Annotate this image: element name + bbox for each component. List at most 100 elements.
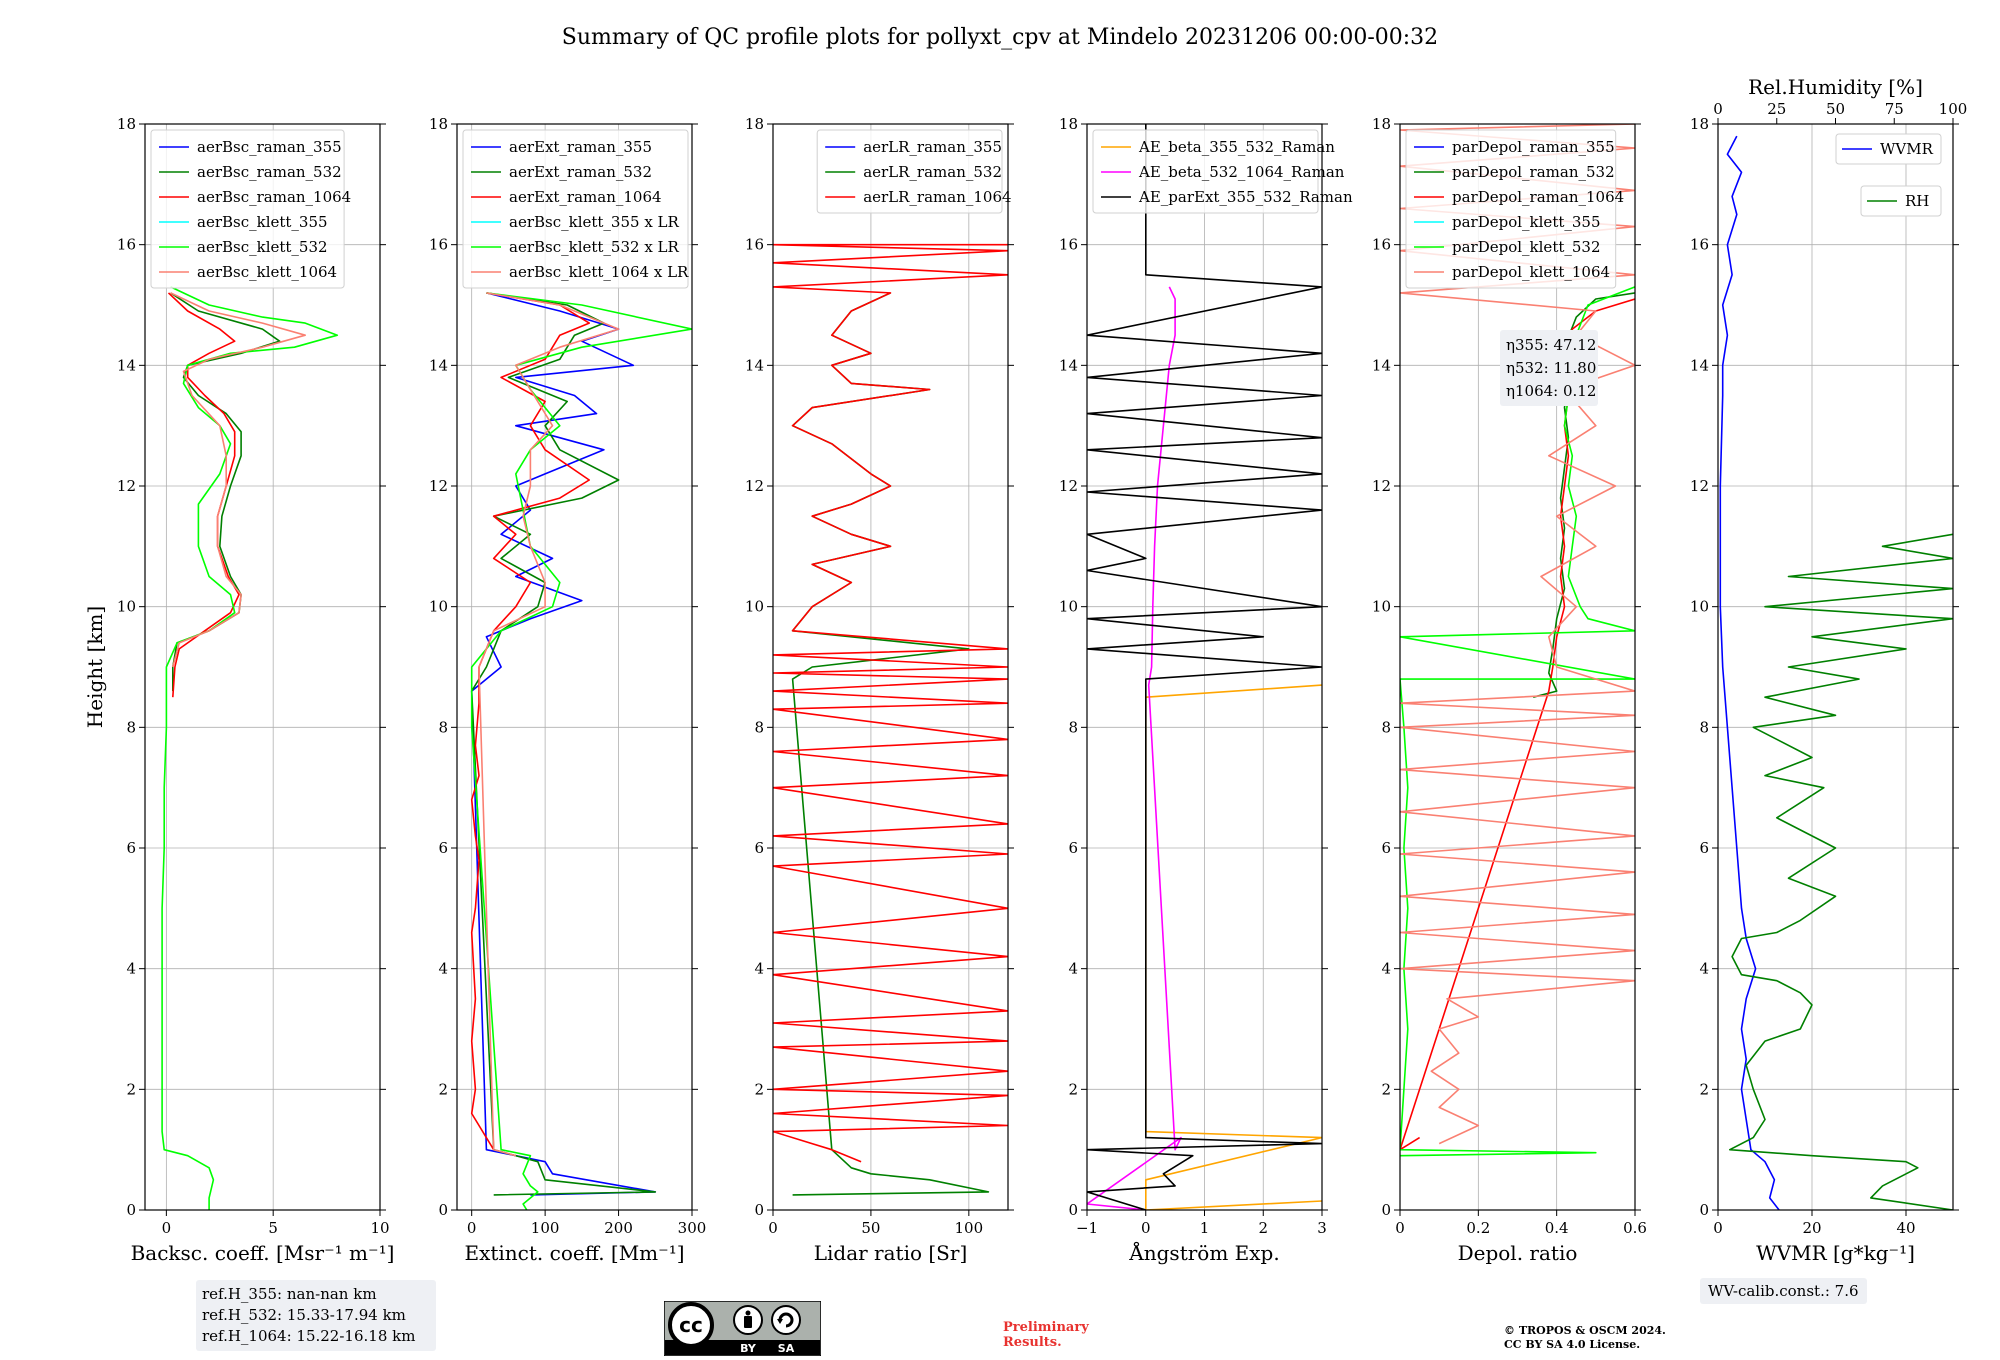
depol-annotation: η355: 47.12 η532: 11.80 η1064: 0.12 — [1500, 330, 1598, 406]
lr-ytick-label: 8 — [754, 718, 764, 736]
series-aerBsc_klett_1064 x LR — [478, 292, 620, 1157]
ext-xtick-label: 200 — [604, 1219, 633, 1237]
wv-x2tick-label: 100 — [1939, 100, 1968, 118]
depol-ytick-label: 2 — [1381, 1080, 1391, 1098]
refh-355: ref.H_355: nan-nan km — [202, 1285, 377, 1303]
series-aerExt_raman_1064 — [470, 292, 590, 1151]
depol-annotation-line: η1064: 0.12 — [1506, 382, 1596, 400]
depol-ytick-label: 4 — [1381, 960, 1391, 978]
ext-xtick-label: 0 — [467, 1219, 477, 1237]
series-AE_parExt_355_532_Raman — [1087, 124, 1322, 1210]
lr-ytick-label: 12 — [745, 477, 764, 495]
ext-ytick-label: 10 — [429, 598, 448, 616]
ext-frame — [456, 123, 693, 1211]
depol-ytick-label: 10 — [1372, 598, 1391, 616]
copyright-note: © TROPOS & OSCM 2024. CC BY SA 4.0 Licen… — [1504, 1324, 1666, 1352]
legend-label-aerExt_raman_355: aerExt_raman_355 — [509, 138, 652, 156]
legend-label-parDepol_raman_355: parDepol_raman_355 — [1452, 138, 1615, 156]
panel-lr: 0 50 100 0 2 4 6 8 10 12 14 16 18 Lidar ratio [Sr] aer… — [745, 115, 1014, 1265]
copyright-line-2: CC BY SA 4.0 License. — [1504, 1338, 1641, 1351]
wv-x2tick-label: 75 — [1885, 100, 1904, 118]
ae-series-group — [1087, 124, 1322, 1210]
legend-label-parDepol_klett_532: parDepol_klett_532 — [1452, 238, 1601, 256]
lr-xlabel: Lidar ratio [Sr] — [814, 1241, 968, 1265]
lr-xtick-label: 50 — [861, 1219, 880, 1237]
lr-xtick-label: 0 — [768, 1219, 778, 1237]
wv-ytick-label: 18 — [1690, 115, 1709, 133]
depol-xtick-label: 0.6 — [1623, 1219, 1647, 1237]
wv-x2tick-label: 50 — [1826, 100, 1845, 118]
depol-ytick-label: 12 — [1372, 477, 1391, 495]
depol-annotation-box — [1500, 330, 1598, 406]
legend-label-AE_beta_355_532_Raman: AE_beta_355_532_Raman — [1138, 138, 1335, 156]
series-RH — [1729, 533, 1953, 1210]
legend-label-aerLR_raman_1064: aerLR_raman_1064 — [863, 188, 1011, 206]
legend-label-aerBsc_klett_355: aerBsc_klett_355 — [197, 213, 328, 231]
panel-depol: 0 0.2 0.4 0.6 0 2 4 6 8 10 12 14 16 18 Depol. ratio par… — [1372, 115, 1647, 1265]
wv-ytick-label: 10 — [1690, 598, 1709, 616]
legend-label-aerBsc_klett_532 x LR: aerBsc_klett_532 x LR — [509, 238, 680, 256]
wv-x2tick-label: 0 — [1713, 100, 1723, 118]
lr-ytick-label: 6 — [754, 839, 764, 857]
ext-ytick-label: 16 — [429, 236, 448, 254]
depol-xtick-label: 0.4 — [1545, 1219, 1569, 1237]
depol-xlabel: Depol. ratio — [1458, 1241, 1578, 1265]
legend-label-parDepol_klett_355: parDepol_klett_355 — [1452, 213, 1601, 231]
legend-label-aerExt_raman_1064: aerExt_raman_1064 — [509, 188, 662, 206]
panel-ext: 0 100 200 300 0 2 4 6 8 10 12 14 16 18 Extinct. coeff.… — [429, 115, 706, 1265]
cc-logo-icon — [668, 1302, 714, 1348]
legend-label-aerBsc_klett_1064 x LR: aerBsc_klett_1064 x LR — [509, 263, 689, 281]
bsc-ytick-label: 16 — [117, 236, 136, 254]
series-AE_beta_355_532_Raman — [1145, 684, 1322, 1210]
wv-ytick-label: 6 — [1699, 839, 1709, 857]
depol-frame — [1399, 123, 1636, 1211]
lr-ytick-label: 4 — [754, 960, 764, 978]
panel-bsc: 0 5 10 0 2 4 6 8 10 12 14 16 18 Backsc. coeff. [Msr⁻¹… — [83, 115, 394, 1265]
bsc-legend-box — [150, 129, 345, 289]
wv-legend-box — [1860, 185, 1942, 217]
lr-ytick-label: 14 — [745, 356, 764, 374]
series-aerBsc_klett_532 x LR — [470, 292, 692, 1210]
bsc-xtick-label: 10 — [370, 1219, 389, 1237]
ext-ytick-label: 4 — [438, 960, 448, 978]
ae-ytick-label: 16 — [1059, 236, 1078, 254]
lr-ytick-label: 18 — [745, 115, 764, 133]
ext-ytick-label: 6 — [438, 839, 448, 857]
depol-xtick-label: 0.2 — [1466, 1219, 1490, 1237]
legend-label-parDepol_klett_1064: parDepol_klett_1064 — [1452, 263, 1610, 281]
lr-legend: aerLR_raman_355 aerLR_raman_532 aerLR_rama… — [816, 129, 1012, 214]
lr-ytick-label: 16 — [745, 236, 764, 254]
ae-ytick-label: 2 — [1068, 1080, 1078, 1098]
wv-xlabel: WVMR [g*kg⁻¹] — [1756, 1241, 1915, 1265]
bsc-legend: aerBsc_raman_355 aerBsc_raman_532 aerBsc_r… — [150, 129, 351, 289]
ae-legend-box — [1092, 129, 1319, 214]
depol-annotation-line: η532: 11.80 — [1506, 359, 1596, 377]
ae-xtick-label: 0 — [1141, 1219, 1151, 1237]
wv-grid — [1717, 123, 1953, 1211]
ext-ytick-label: 12 — [429, 477, 448, 495]
series-WVMR — [1719, 135, 1780, 1210]
ae-ytick-label: 14 — [1059, 356, 1078, 374]
ae-xtick-label: −1 — [1076, 1219, 1098, 1237]
ae-xtick-label: 1 — [1200, 1219, 1210, 1237]
bsc-ytick-label: 2 — [126, 1080, 136, 1098]
depol-ytick-label: 16 — [1372, 236, 1391, 254]
lr-series-group — [773, 243, 1008, 1196]
legend-label-aerBsc_raman_1064: aerBsc_raman_1064 — [197, 188, 351, 206]
bsc-ytick-label: 4 — [126, 960, 136, 978]
series-aerExt_raman_355 — [470, 292, 657, 1196]
ae-grid — [1086, 123, 1323, 1211]
preliminary-line-2: Results. — [1003, 1335, 1062, 1350]
bsc-xtick-label: 0 — [162, 1219, 172, 1237]
series-aerExt_raman_532 — [470, 292, 657, 1196]
ae-legend: AE_beta_355_532_Raman AE_beta_532_1064_Ra… — [1092, 129, 1353, 214]
legend-label-WVMR: WVMR — [1880, 140, 1934, 158]
lr-ytick-label: 2 — [754, 1080, 764, 1098]
wv-xtick-label: 40 — [1896, 1219, 1915, 1237]
bsc-ytick-label: 18 — [117, 115, 136, 133]
ext-xtick-label: 300 — [678, 1219, 707, 1237]
ext-xtick-label: 100 — [531, 1219, 560, 1237]
depol-legend: parDepol_raman_355 parDepol_raman_532 parD… — [1405, 129, 1624, 289]
